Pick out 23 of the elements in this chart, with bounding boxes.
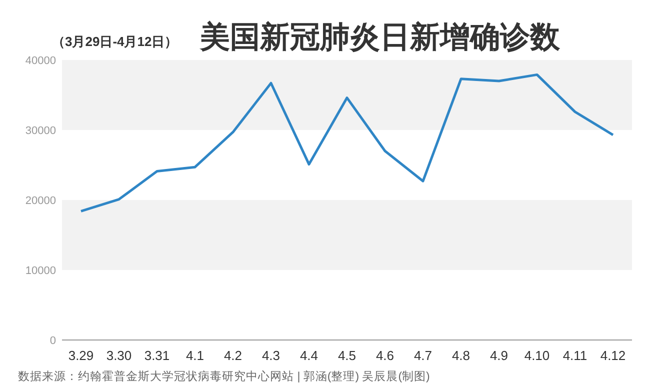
x-tick-label: 4.12 (600, 348, 626, 363)
x-tick-label: 4.11 (562, 348, 588, 363)
y-tick-label: 20000 (25, 195, 56, 207)
source-note: 数据来源：约翰霍普金斯大学冠状病毒研究中心网站 | 郭涵(整理) 吴辰晨(制图) (18, 369, 430, 383)
x-tick-label: 4.4 (300, 348, 318, 363)
y-tick-label: 40000 (25, 55, 56, 67)
x-tick-label: 4.8 (452, 348, 470, 363)
x-tick-label: 4.3 (262, 348, 280, 363)
x-tick-label: 3.30 (106, 348, 132, 363)
chart-title: 美国新冠肺炎日新增确诊数 (199, 20, 561, 54)
x-tick-label: 3.31 (144, 348, 170, 363)
chart-subtitle: （3月29日-4月12日） (52, 34, 178, 49)
y-tick-label: 30000 (25, 125, 56, 137)
x-tick-label: 4.5 (338, 348, 356, 363)
x-tick-label: 3.29 (68, 348, 94, 363)
x-tick-label: 4.6 (376, 348, 394, 363)
x-tick-label: 4.10 (524, 348, 550, 363)
x-tick-label: 4.7 (414, 348, 432, 363)
x-tick-label: 4.1 (186, 348, 204, 363)
x-tick-label: 4.2 (224, 348, 242, 363)
y-tick-label: 10000 (25, 265, 56, 277)
x-tick-label: 4.9 (490, 348, 508, 363)
y-tick-label: 0 (50, 335, 56, 347)
